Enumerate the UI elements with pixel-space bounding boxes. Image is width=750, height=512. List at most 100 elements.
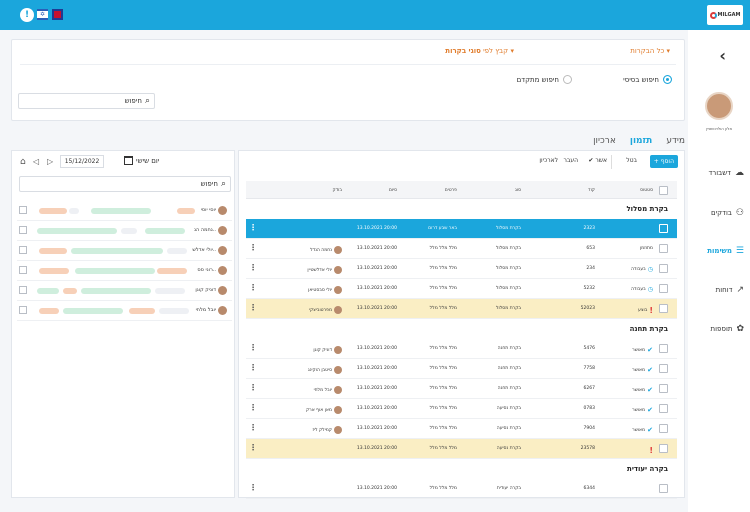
table-row[interactable]: ⋮ מאושר ✔ 7758 בקרת תחנה מלל מלל מלל 13.1…: [246, 359, 677, 379]
archive-button[interactable]: לארכיון: [539, 157, 558, 164]
row-checkbox[interactable]: [659, 444, 668, 453]
avatar[interactable]: [705, 92, 733, 120]
hebrew-flag-icon[interactable]: ✡: [37, 9, 48, 20]
schedule-slot[interactable]: [63, 288, 77, 294]
table-row[interactable]: ⋮ 2323 בקרת מסלול באר שבע דרום 13.10.202…: [246, 219, 677, 239]
row-menu-icon[interactable]: ⋮: [249, 303, 257, 312]
schedule-slot[interactable]: [155, 288, 185, 294]
table-row[interactable]: ⋮ בעבודה ◷ 5232 בקרת מסלול מלל מלל מלל 13…: [246, 279, 677, 299]
schedule-slot[interactable]: [39, 208, 67, 214]
schedule-slot[interactable]: [91, 208, 151, 214]
row-checkbox[interactable]: [659, 344, 668, 353]
schedule-slot[interactable]: [81, 288, 151, 294]
calendar-icon[interactable]: [19, 286, 27, 294]
table-row[interactable]: ⋮ מאושר ✔ 7904 בקרת נסיעה מלל מלל מלל 13.…: [246, 419, 677, 439]
schedule-row[interactable]: יולי אדלש..: [17, 241, 232, 261]
row-checkbox[interactable]: [659, 224, 668, 233]
transfer-button[interactable]: העבר: [563, 157, 578, 164]
table-row[interactable]: ⋮ ! 23578 בקרת נסיעה מלל מלל מלל 13.10.2…: [246, 439, 677, 459]
schedule-slot[interactable]: [39, 308, 59, 314]
schedule-row[interactable]: נחמה הנ..: [17, 221, 232, 241]
chevron-left-icon[interactable]: ‹: [719, 46, 726, 65]
schedule-slot[interactable]: [167, 248, 187, 254]
calendar-icon[interactable]: [19, 246, 27, 254]
select-all-checkbox[interactable]: [659, 186, 668, 195]
home-icon[interactable]: ⌂: [20, 157, 26, 167]
add-button[interactable]: + הוסף: [649, 155, 678, 168]
tab-schedule[interactable]: תזמון: [629, 136, 653, 146]
row-menu-icon[interactable]: ⋮: [249, 483, 257, 492]
schedule-row[interactable]: יוסי יוסי: [17, 201, 232, 221]
english-flag-icon[interactable]: [52, 9, 63, 20]
schedule-slot[interactable]: [69, 208, 79, 214]
table-row[interactable]: ⋮ מתוזמן 653 בקרת מסלול מלל מלל מלל 13.1…: [246, 239, 677, 259]
schedule-slot[interactable]: [177, 208, 195, 214]
schedule-slot[interactable]: [39, 268, 69, 274]
tab-archive[interactable]: ארכיון: [593, 136, 616, 146]
prev-day-icon[interactable]: ◁: [33, 157, 40, 166]
tab-info[interactable]: מידע: [666, 136, 685, 146]
table-row[interactable]: ⋮ בוצע! 52023 בקרת מסלול מלל מלל מלל 13.…: [246, 299, 677, 319]
schedule-slot[interactable]: [37, 288, 59, 294]
table-row[interactable]: ⋮ בעבודה ◷ 234 בקרת מסלול מלל מלל מלל 13.…: [246, 259, 677, 279]
table-row[interactable]: ⋮ מאושר ✔ 6267 בקרת תחנה מלל מלל מלל 13.1…: [246, 379, 677, 399]
row-menu-icon[interactable]: ⋮: [249, 263, 257, 272]
schedule-slot[interactable]: [121, 228, 137, 234]
schedule-search-input[interactable]: חיפוש ⌕: [19, 176, 231, 192]
row-menu-icon[interactable]: ⋮: [249, 343, 257, 352]
date-field[interactable]: 15/12/2022: [60, 155, 104, 168]
table-row[interactable]: ⋮ 6344 בקרה יעודית מלל מלל מלל 13.10.202…: [246, 479, 677, 499]
schedule-row[interactable]: רוני סס..: [17, 261, 232, 281]
row-checkbox[interactable]: [659, 264, 668, 273]
approve-button[interactable]: ✔ אשר: [588, 157, 607, 164]
row-checkbox[interactable]: [659, 364, 668, 373]
table-row[interactable]: ⋮ מאושר ✔ 0783 בקרת נסיעה מלל מלל מלל 13.…: [246, 399, 677, 419]
schedule-slot[interactable]: [63, 308, 123, 314]
sidebar-item-inspectors[interactable]: בודקים ⚇: [710, 208, 744, 218]
schedule-slot[interactable]: [159, 308, 189, 314]
calendar-icon[interactable]: [19, 206, 27, 214]
sidebar-item-addons[interactable]: תוספות ✿: [710, 324, 744, 334]
sidebar-item-reports[interactable]: דוחות ↗: [715, 285, 744, 295]
row-checkbox[interactable]: [659, 304, 668, 313]
schedule-slot[interactable]: [39, 248, 67, 254]
schedule-row[interactable]: דוניק קוגן: [17, 281, 232, 301]
search-input[interactable]: חיפוש ⌕: [18, 93, 155, 109]
calendar-icon[interactable]: [19, 266, 27, 274]
row-checkbox[interactable]: [659, 484, 668, 493]
schedule-row[interactable]: יובל מלחי: [17, 301, 232, 321]
sidebar-item-dashboard[interactable]: דשבורד ☁: [708, 168, 744, 178]
schedule-slot[interactable]: [71, 248, 163, 254]
basic-search-radio[interactable]: חיפוש בסיסי: [623, 75, 672, 84]
calendar-icon[interactable]: [19, 226, 27, 234]
cancel-button[interactable]: בטל: [626, 157, 637, 164]
row-checkbox[interactable]: [659, 244, 668, 253]
row-checkbox[interactable]: [659, 424, 668, 433]
group-by-dropdown[interactable]: קבץ לפי סוגי בקרות ▾: [445, 47, 514, 55]
calendar-icon[interactable]: [19, 306, 27, 314]
schedule-slot[interactable]: [37, 228, 117, 234]
row-checkbox[interactable]: [659, 384, 668, 393]
row-menu-icon[interactable]: ⋮: [249, 283, 257, 292]
row-checkbox[interactable]: [659, 404, 668, 413]
calendar-icon[interactable]: [124, 156, 133, 165]
next-day-icon[interactable]: ▷: [47, 157, 54, 166]
row-menu-icon[interactable]: ⋮: [249, 403, 257, 412]
row-menu-icon[interactable]: ⋮: [249, 243, 257, 252]
row-menu-icon[interactable]: ⋮: [249, 223, 257, 232]
schedule-slot[interactable]: [129, 308, 155, 314]
schedule-slot[interactable]: [145, 228, 185, 234]
row-menu-icon[interactable]: ⋮: [249, 423, 257, 432]
all-visits-dropdown[interactable]: כל הבקרות ▾: [630, 47, 670, 55]
sidebar-item-tasks[interactable]: משימות ☰: [707, 246, 744, 256]
alert-icon[interactable]: !: [20, 8, 34, 22]
schedule-slot[interactable]: [157, 268, 187, 274]
schedule-slot[interactable]: [75, 268, 155, 274]
row-menu-icon[interactable]: ⋮: [249, 443, 257, 452]
row-menu-icon[interactable]: ⋮: [249, 383, 257, 392]
row-menu-icon[interactable]: ⋮: [249, 363, 257, 372]
advanced-search-radio[interactable]: חיפוש מתקדם: [517, 75, 572, 84]
inspector-avatar: [334, 366, 342, 374]
table-row[interactable]: ⋮ מאושר ✔ 5476 בקרת תחנה מלל מלל מלל 13.1…: [246, 339, 677, 359]
row-checkbox[interactable]: [659, 284, 668, 293]
